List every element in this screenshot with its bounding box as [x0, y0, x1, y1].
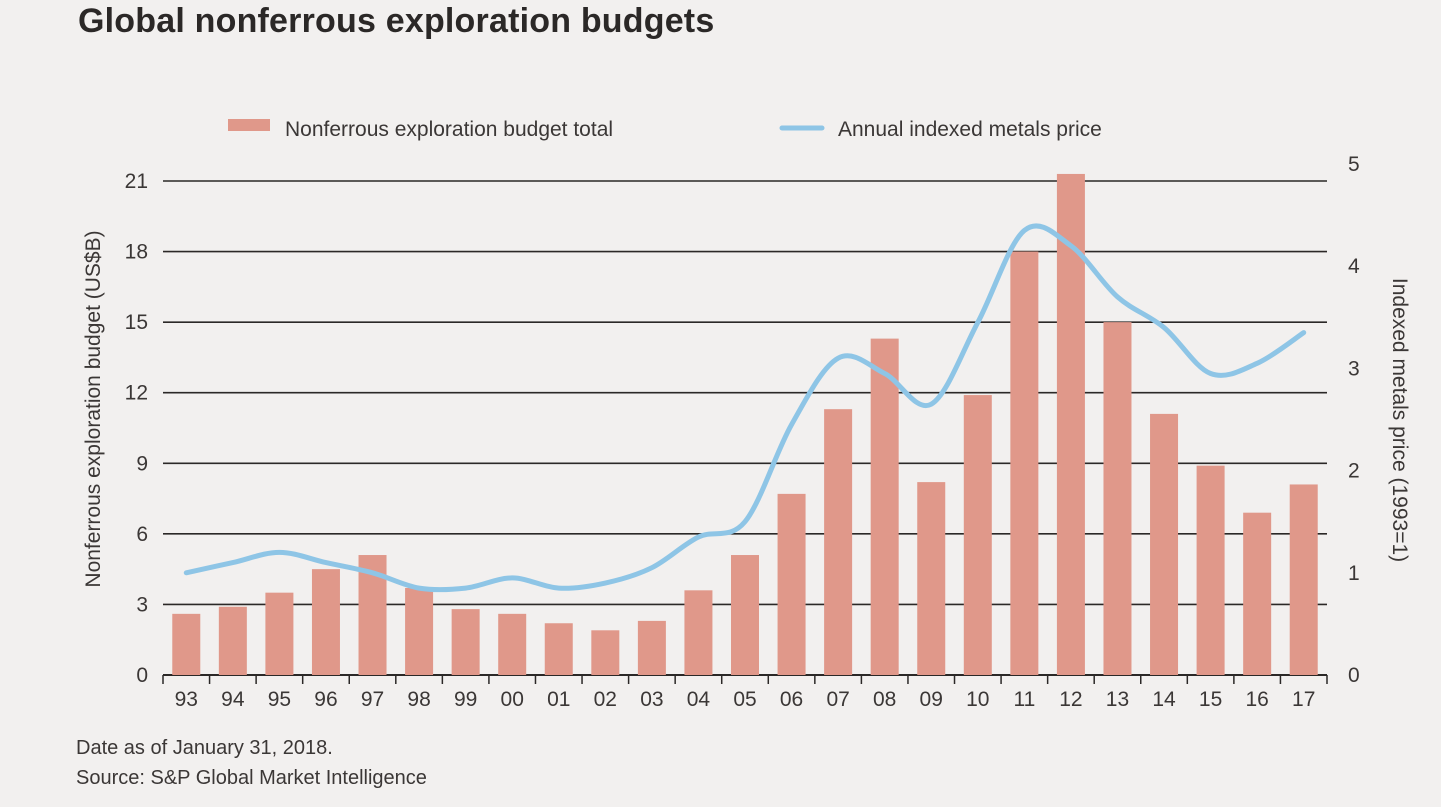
left-axis-label: Nonferrous exploration budget (US$B) — [82, 230, 105, 587]
left-tick-label: 6 — [136, 523, 148, 546]
right-tick-label: 5 — [1348, 153, 1360, 176]
x-tick-label: 93 — [175, 688, 198, 711]
bar — [684, 590, 713, 675]
bar — [731, 555, 759, 675]
left-tick-label: 15 — [125, 311, 148, 334]
line-series — [183, 223, 1307, 593]
bar — [777, 493, 806, 675]
x-tick-label: 07 — [826, 688, 849, 711]
left-tick-label: 9 — [136, 452, 148, 475]
x-tick-label: 03 — [640, 688, 663, 711]
footnote-source: Source: S&P Global Market Intelligence — [76, 767, 427, 789]
chart-title: Global nonferrous exploration budgets — [78, 2, 715, 40]
legend: Nonferrous exploration budget total Annu… — [228, 118, 1102, 141]
x-tick-label: 17 — [1292, 688, 1315, 711]
x-tick-label: 97 — [361, 688, 384, 711]
x-tick-label: 14 — [1152, 688, 1176, 711]
x-tick-label: 15 — [1199, 688, 1222, 711]
bar — [544, 623, 573, 675]
right-tick-label: 2 — [1348, 460, 1360, 483]
left-tick-label: 18 — [125, 241, 148, 264]
right-tick-label: 4 — [1348, 255, 1360, 278]
x-tick-label: 02 — [594, 688, 617, 711]
footnote: Date as of January 31, 2018. Source: S&P… — [76, 733, 427, 793]
bar — [498, 613, 527, 675]
left-axis-ticks: 0 3 6 9 12 15 18 21 — [125, 170, 148, 687]
x-tick-label: 10 — [966, 688, 989, 711]
footnote-date: Date as of January 31, 2018. — [76, 737, 333, 759]
bar — [1056, 173, 1085, 675]
bar — [311, 569, 340, 675]
right-tick-label: 0 — [1348, 664, 1360, 687]
bar — [637, 620, 666, 675]
bar — [1243, 512, 1272, 675]
x-tick-label: 98 — [407, 688, 430, 711]
x-tick-label: 13 — [1106, 688, 1129, 711]
x-tick-label: 11 — [1013, 688, 1035, 711]
bar — [963, 395, 992, 675]
x-tick-label: 04 — [687, 688, 711, 711]
left-tick-label: 21 — [125, 170, 148, 193]
bar — [1010, 251, 1039, 676]
left-tick-label: 3 — [136, 593, 148, 616]
right-tick-label: 3 — [1348, 357, 1360, 380]
right-axis-label: Indexed metals price (1993=1) — [1388, 278, 1411, 562]
price-line — [183, 223, 1307, 593]
bar — [172, 613, 201, 675]
right-tick-label: 1 — [1348, 562, 1360, 585]
x-tick-label: 08 — [873, 688, 896, 711]
x-tick-label: 00 — [501, 688, 524, 711]
x-tick-label: 99 — [454, 688, 477, 711]
bar — [917, 482, 946, 675]
x-tick-label: 01 — [547, 688, 570, 711]
bar — [591, 630, 620, 675]
x-tick-label: 96 — [314, 688, 337, 711]
x-tick-label: 16 — [1245, 688, 1268, 711]
bar — [1196, 465, 1225, 675]
x-tick-label: 94 — [221, 688, 245, 711]
bar — [265, 592, 294, 675]
bar — [1150, 413, 1179, 675]
bar — [405, 587, 434, 675]
x-tick-label: 09 — [920, 688, 943, 711]
left-tick-label: 0 — [136, 664, 148, 687]
x-tick-label: 95 — [268, 688, 291, 711]
x-axis-ticks: 93 94 95 96 97 98 99 00 01 02 03 04 05 06 07 08 09 10 11 12… — [162, 675, 1328, 711]
right-axis-ticks: 0 1 2 3 4 5 — [1348, 153, 1360, 687]
legend-bar-swatch — [228, 119, 270, 131]
bar — [870, 338, 899, 675]
x-tick-label: 12 — [1059, 688, 1082, 711]
legend-line-label: Annual indexed metals price — [838, 118, 1102, 141]
left-tick-label: 12 — [125, 382, 148, 405]
bar — [824, 409, 853, 675]
bar — [1103, 322, 1132, 675]
bar — [218, 606, 247, 675]
legend-bar-label: Nonferrous exploration budget total — [285, 118, 613, 141]
bar — [451, 609, 480, 675]
x-tick-label: 05 — [733, 688, 756, 711]
bar — [1289, 484, 1318, 675]
bar-series — [172, 173, 1318, 676]
x-tick-label: 06 — [780, 688, 803, 711]
